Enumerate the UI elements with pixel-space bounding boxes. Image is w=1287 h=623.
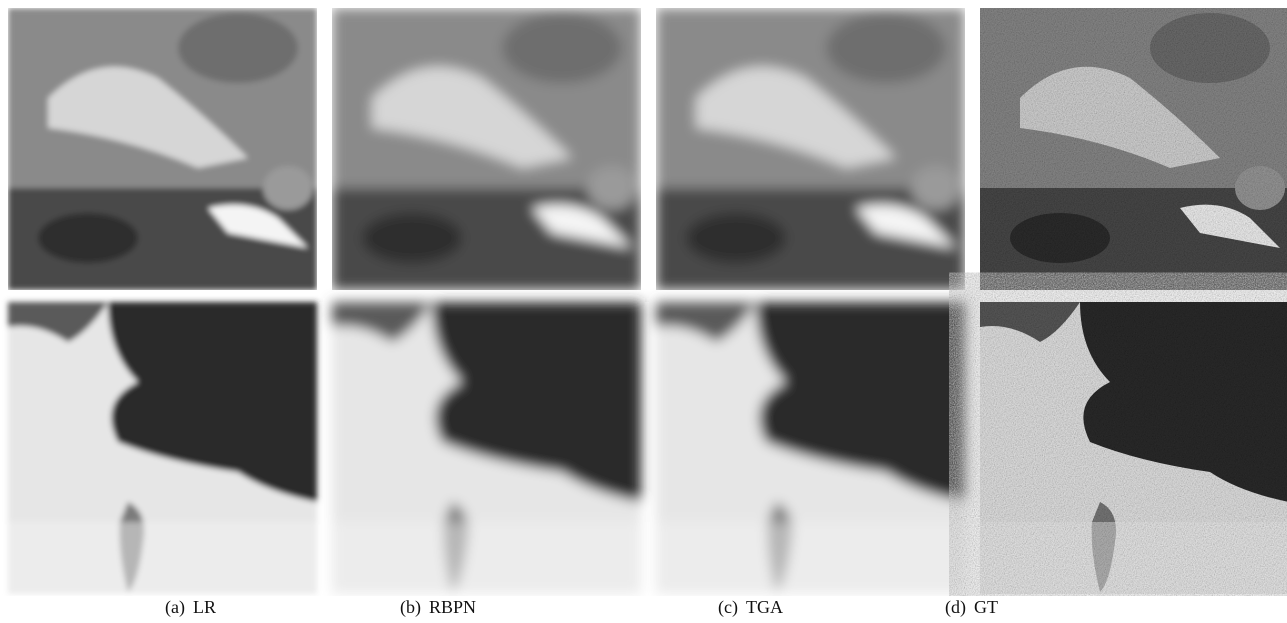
caption-label: (b) bbox=[400, 597, 421, 617]
caption-text: RBPN bbox=[429, 597, 477, 617]
caption-label: (a) bbox=[165, 597, 185, 617]
image-rbpn bbox=[332, 302, 641, 594]
caption: (b) RBPN bbox=[400, 597, 476, 618]
caption-text: GT bbox=[974, 597, 998, 617]
image-rbpn bbox=[332, 8, 641, 290]
caption-label: (c) bbox=[718, 597, 738, 617]
image-grid bbox=[8, 8, 1287, 594]
row-2 bbox=[8, 302, 1287, 594]
image-lr bbox=[8, 8, 317, 290]
caption-text: TGA bbox=[745, 597, 783, 617]
row-1 bbox=[8, 8, 1287, 290]
image-lr bbox=[8, 302, 317, 594]
caption: (c) TGA bbox=[718, 597, 783, 618]
image-tga bbox=[656, 8, 965, 290]
caption-text: LR bbox=[192, 597, 216, 617]
image-gt bbox=[980, 302, 1287, 594]
caption: (d) GT bbox=[945, 597, 998, 618]
image-tga bbox=[656, 302, 965, 594]
caption-label: (d) bbox=[945, 597, 966, 617]
image-gt bbox=[980, 8, 1287, 290]
caption: (a) LR bbox=[165, 597, 216, 618]
